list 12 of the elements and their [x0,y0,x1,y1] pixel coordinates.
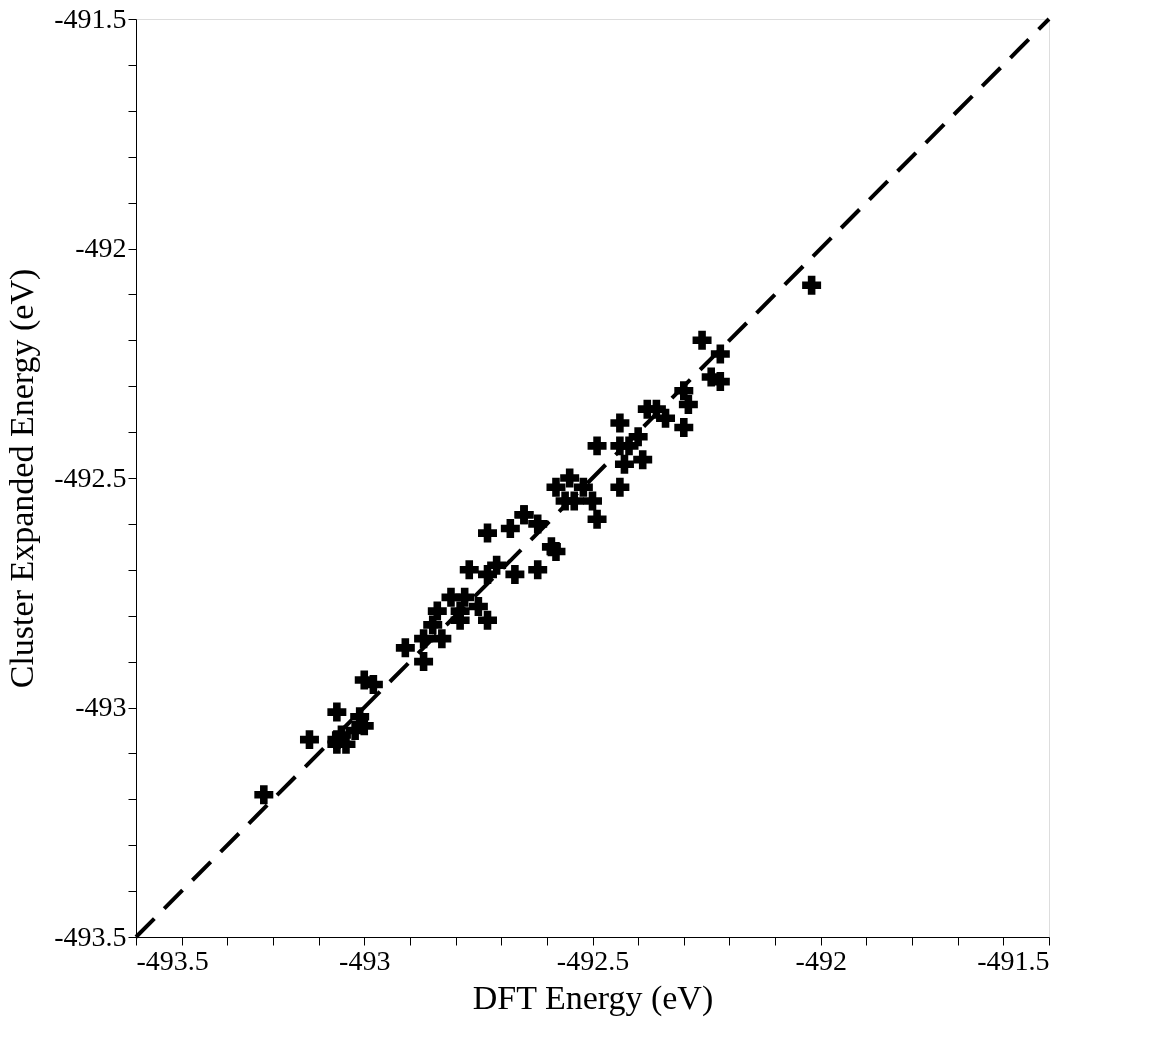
x-tick-label: -493.5 [136,944,209,976]
y-tick-label: -492.5 [54,461,127,493]
y-axis-title: Cluster Expanded Energy (eV) [3,268,42,689]
x-axis-title: DFT Energy (eV) [472,978,714,1017]
x-tick-label: -491.5 [977,944,1050,976]
x-tick-label: -492.5 [556,944,630,976]
y-tick-label: -493 [75,691,127,722]
y-tick-label: -493.5 [54,920,127,952]
x-tick-label: -492 [795,944,847,976]
x-tick-label: -493 [339,944,391,976]
y-tick-label: -491.5 [54,2,127,34]
y-tick-label: -492 [75,232,127,263]
